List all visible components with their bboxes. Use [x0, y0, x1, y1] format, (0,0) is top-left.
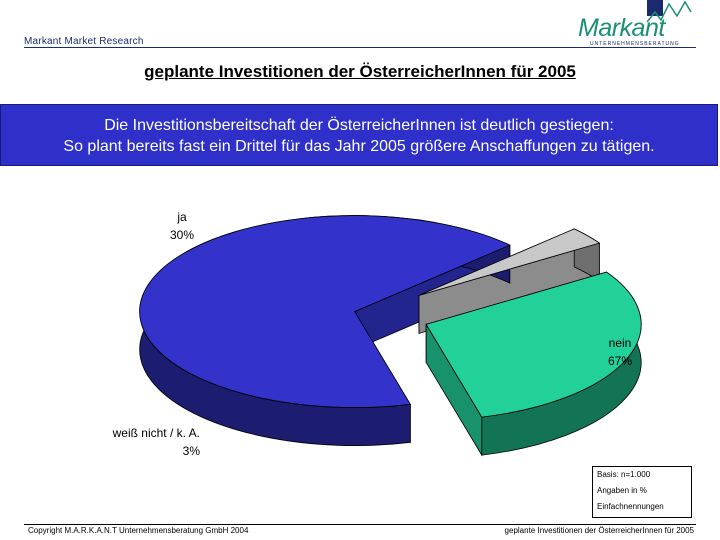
slice-label-ja: ja: [177, 210, 187, 224]
footer-divider: [24, 524, 696, 525]
basis-sample: Basis: n=1.000: [597, 470, 651, 479]
slice-nein: [139, 215, 511, 408]
slice-value-nein: 67%: [607, 354, 633, 368]
slice-label-nein: nein: [608, 336, 632, 350]
logo-subtext: UNTERNEHMENSBERATUNG: [590, 41, 680, 47]
basis-unit: Angaben in %: [597, 486, 647, 495]
banner-line-1: Die Investitionsbereitschaft der Österre…: [104, 117, 614, 134]
slice-ja: [425, 271, 642, 418]
banner-line-2: So plant bereits fast ein Drittel für da…: [63, 138, 655, 155]
basis-note: Basis: n=1.000 Angaben in % Einfachnennu…: [592, 466, 692, 518]
slice-value-weiss-nicht: 3%: [182, 444, 200, 458]
company-logo: Markant UNTERNEHMENSBERATUNG: [576, 0, 696, 48]
page-title: geplante Investitionen der ÖsterreicherI…: [144, 62, 576, 81]
footer-slide-title: geplante Investitionen der ÖsterreicherI…: [504, 526, 694, 535]
header-divider: [24, 47, 696, 48]
slice-label-weiss-nicht: weiß nicht / k. A.: [112, 426, 200, 440]
brand-name: Markant Market Research: [24, 36, 144, 47]
logo-wordmark: Markant: [578, 14, 665, 42]
footer-copyright: Copyright M.A.R.K.A.N.T Unternehmensbera…: [28, 526, 249, 535]
pie-chart: [139, 215, 642, 457]
slice-value-ja: 30%: [169, 228, 195, 242]
label-weiss-nicht: weiß nicht / k. A. 3%: [90, 424, 200, 460]
logo-graph-icon: [647, 0, 692, 23]
slice-weinichtka: [418, 228, 601, 296]
basis-answer-type: Einfachnennungen: [597, 502, 664, 511]
label-nein: nein 67%: [600, 334, 640, 370]
label-ja: ja 30%: [162, 208, 202, 244]
summary-banner: Die Investitionsbereitschaft der Österre…: [0, 104, 718, 166]
